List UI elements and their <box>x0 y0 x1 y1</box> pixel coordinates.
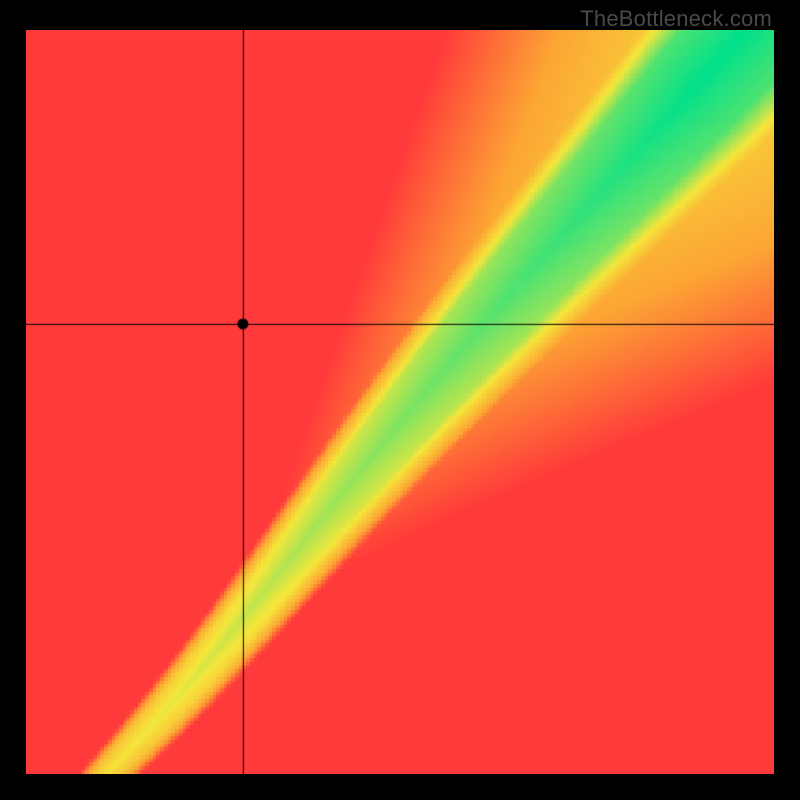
heatmap-canvas <box>26 30 774 774</box>
heatmap-plot <box>26 30 774 774</box>
watermark-text: TheBottleneck.com <box>580 6 772 32</box>
figure-stage: TheBottleneck.com <box>0 0 800 800</box>
